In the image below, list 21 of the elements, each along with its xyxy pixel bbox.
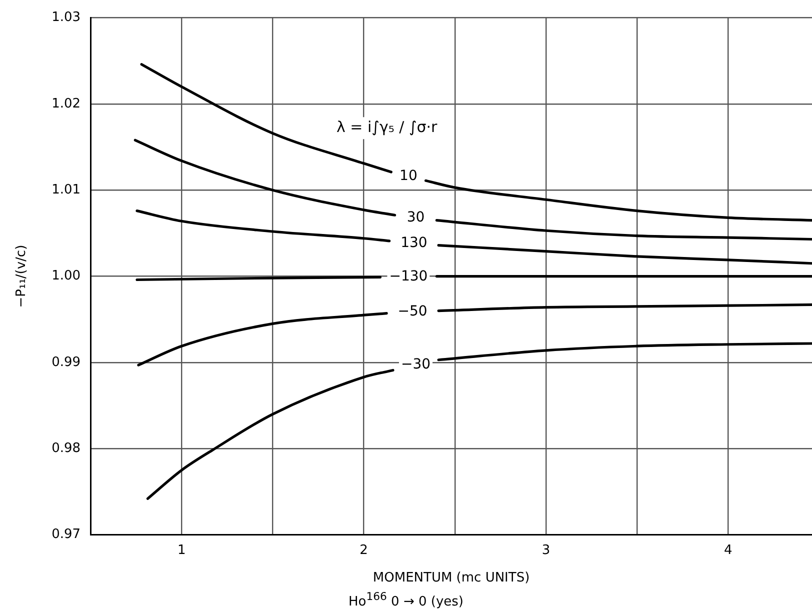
y-tick-label: 1.01 bbox=[52, 182, 81, 198]
x-tick-label: 2 bbox=[360, 542, 368, 558]
series-label: −50 bbox=[398, 304, 428, 320]
text: Ho$^{166}$ 0 → 0 (yes) bbox=[348, 590, 464, 610]
y-tick-label: 0.99 bbox=[52, 354, 81, 370]
series-label: 30 bbox=[406, 209, 425, 226]
annotation: λ = i∫γ₅ / ∫σ·r bbox=[336, 118, 438, 136]
series-label: 130 bbox=[400, 234, 428, 251]
series-label: −130 bbox=[389, 268, 428, 284]
x-axis-title: MOMENTUM (mc UNITS) bbox=[372, 570, 530, 586]
y-tick-label: 1.02 bbox=[52, 96, 81, 112]
y-tick-label: 0.97 bbox=[52, 527, 81, 542]
y-tick-label: 1.03 bbox=[52, 10, 81, 26]
x-tick-label: 1 bbox=[177, 542, 186, 558]
x-tick-label: 4 bbox=[724, 542, 732, 558]
y-tick-label: 0.98 bbox=[52, 441, 81, 456]
series-label: −30 bbox=[400, 356, 431, 373]
x-tick-label: 3 bbox=[542, 542, 550, 558]
series-label: 10 bbox=[400, 168, 418, 184]
y-tick-label: 1.00 bbox=[52, 268, 81, 284]
y-axis-title: −P₁₁/(v/c) bbox=[14, 244, 30, 308]
